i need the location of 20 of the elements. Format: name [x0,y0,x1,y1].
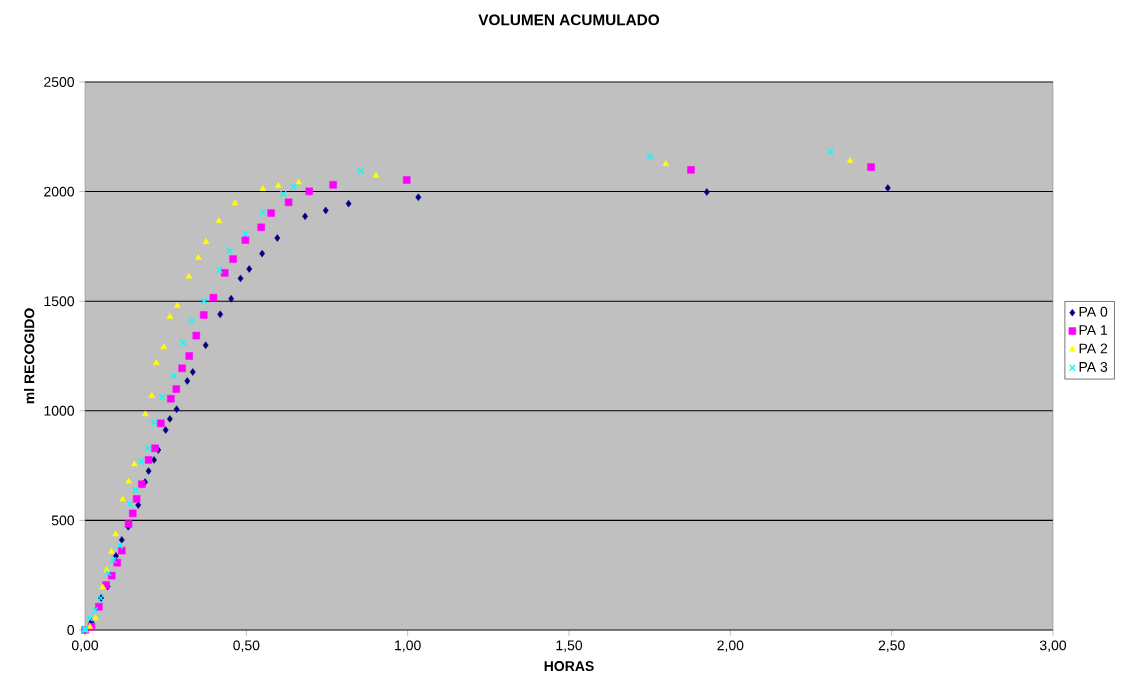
x-tick-label: 1,00 [395,640,421,652]
x-tick-label: 2,00 [717,640,744,652]
legend-label: PA 2 [1079,343,1108,354]
x-tick-label: 3,00 [1039,640,1067,652]
y-tick-label: 500 [51,515,75,526]
x-tick-label: 1,50 [556,640,583,652]
x-tick-label: 2,50 [878,640,905,652]
y-axis-title: ml RECOGIDO [24,308,35,404]
x-tick-label: 0,50 [233,640,260,652]
legend-label: PA 1 [1079,325,1108,335]
y-tick-label: 0 [67,625,75,635]
y-tick-label: 2000 [44,186,75,197]
y-tick-label: 1000 [44,405,75,416]
y-tick-label: 1500 [44,296,75,307]
legend-label: PA 0 [1079,306,1108,317]
legend-label: PA 3 [1079,361,1108,372]
chart-title: VOLUMEN ACUMULADO [478,14,660,26]
x-tick-label: 0,00 [71,640,99,652]
x-axis-title: HORAS [544,661,594,672]
y-tick-label: 2500 [44,77,75,87]
